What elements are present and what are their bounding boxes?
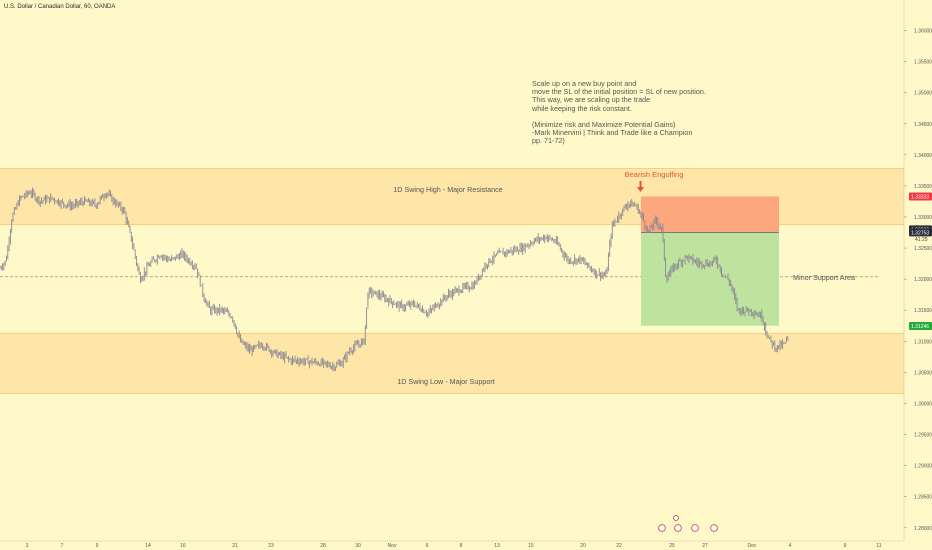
time-tick-label: 6 [426, 543, 429, 549]
price-badge-label: 1.32753 [911, 230, 929, 236]
time-tick-label: 11 [876, 543, 881, 549]
time-tick-label: 22 [616, 543, 622, 549]
resistance-label: 1D Swing High - Major Resistance [393, 185, 502, 194]
note-line: -Mark Minervini | Think and Trade like a… [532, 128, 693, 138]
price-axis-bg [904, 0, 932, 550]
price-tick-label: 1.31500 [914, 308, 932, 314]
note-line: Scale up on a new buy point and [532, 79, 637, 88]
price-tick-label: 1.32000 [914, 277, 932, 283]
time-axis-bg [0, 541, 932, 550]
time-tick-label: 4 [789, 543, 792, 549]
price-tick-label: 1.36000 [914, 29, 932, 35]
time-tick-label: 9 [844, 543, 847, 549]
note-line: pp. 71-72) [532, 136, 565, 146]
time-tick-label: 21 [232, 543, 238, 549]
event-flag-icon [674, 524, 682, 532]
time-tick-label: Dec [748, 543, 757, 549]
time-tick-label: 3 [26, 543, 29, 549]
stop-loss-zone [641, 196, 779, 233]
strategy-note: Scale up on a new buy point and move the … [532, 79, 706, 146]
event-flag-icon [691, 524, 699, 532]
chart-title: U.S. Dollar / Canadian Dollar, 60, OANDA [4, 4, 116, 10]
note-line: This way, we are scaling up the trade [532, 95, 651, 105]
price-tick-label: 1.30500 [914, 370, 932, 376]
bearish-engulfing-label: Bearish Engulfing [625, 170, 684, 179]
price-tick-label: 1.34000 [914, 153, 932, 159]
note-line: move the SL of the initial position = SL… [532, 87, 706, 97]
price-tick-label: 1.29500 [914, 433, 932, 439]
time-tick-label: 9 [96, 543, 99, 549]
price-badge-label: 1.31246 [911, 324, 929, 330]
price-tick-label: 1.34500 [914, 122, 932, 128]
price-tick-label: 1.35500 [914, 60, 932, 66]
support-label: 1D Swing Low - Major Support [397, 377, 494, 386]
price-tick-label: 1.28500 [914, 495, 932, 501]
countdown-label: 41:25 [915, 237, 928, 243]
time-tick-label: 14 [145, 543, 151, 549]
price-badge [909, 228, 932, 237]
time-tick-label: 13 [494, 543, 500, 549]
time-tick-label: 20 [580, 543, 586, 549]
time-tick-label: 16 [180, 543, 186, 549]
time-tick-label: 30 [355, 543, 361, 549]
time-tick-label: 25 [669, 543, 675, 549]
price-tick-label: 1.35000 [914, 91, 932, 97]
time-tick-label: 7 [61, 543, 64, 549]
price-tick-label: 1.32500 [914, 246, 932, 252]
time-tick-label: 15 [528, 543, 534, 549]
time-tick-label: 23 [268, 543, 274, 549]
event-flag-icon [673, 515, 679, 521]
price-tick-label: 1.30000 [914, 401, 932, 407]
time-tick-label: Nov [388, 543, 397, 549]
price-badge-label: 1.33333 [911, 194, 929, 200]
event-flag-icon [710, 524, 718, 532]
price-tick-label: 1.33500 [914, 184, 932, 190]
down-arrow-icon [637, 181, 644, 192]
price-badge [909, 192, 932, 201]
note-line: (Minimize risk and Maximize Potential Ga… [532, 120, 676, 130]
time-tick-label: 8 [460, 543, 463, 549]
time-tick-label: 27 [702, 543, 708, 549]
candles [0, 187, 789, 372]
price-tick-label: 1.33000 [914, 215, 932, 221]
price-tick-label: 1.29000 [914, 464, 932, 470]
price-tick-label: 1.28000 [914, 526, 932, 532]
time-tick-label: 28 [320, 543, 326, 549]
price-badge [909, 322, 932, 331]
take-profit-zone [641, 232, 779, 326]
support-zone [0, 333, 904, 394]
event-flag-icon [658, 524, 666, 532]
note-line: while keeping the risk constant. [532, 103, 632, 113]
price-tick-label: 1.31000 [914, 339, 932, 345]
minor-support-label: Minor Support Area [793, 273, 855, 282]
